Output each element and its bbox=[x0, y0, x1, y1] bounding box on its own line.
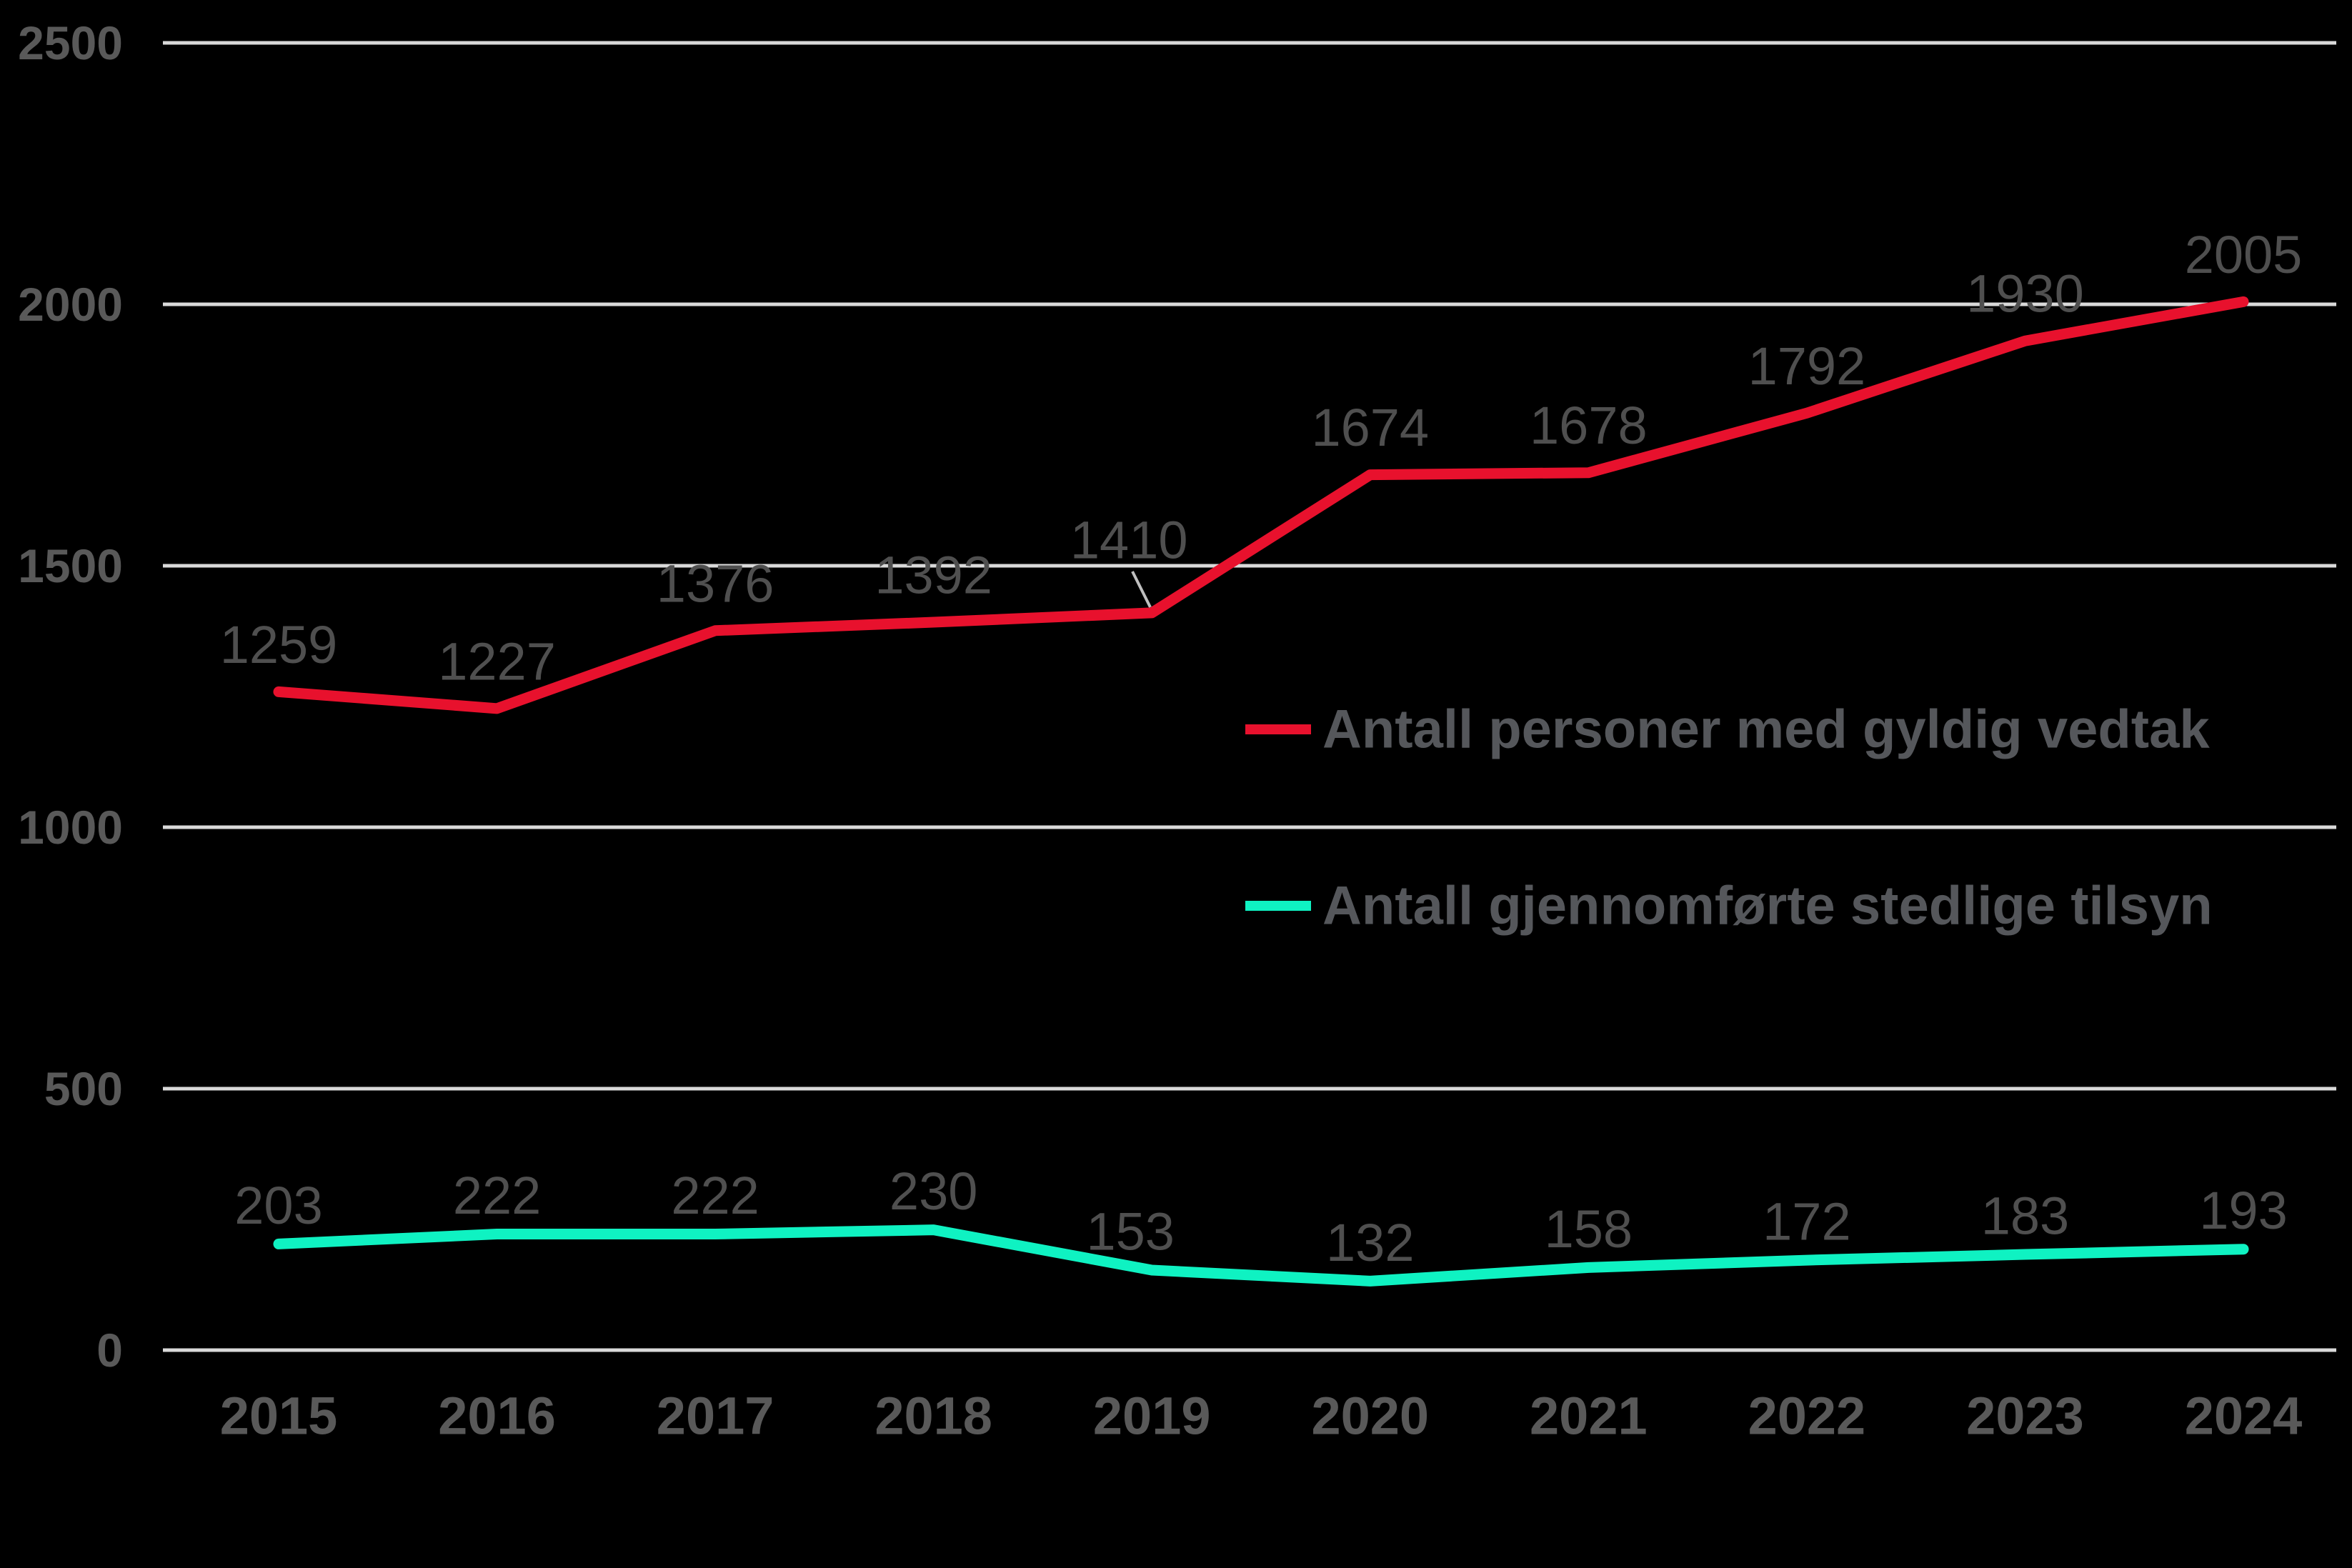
leader-line-1410 bbox=[1131, 571, 1152, 608]
x-tick-label-2023: 2023 bbox=[1966, 1387, 2084, 1446]
x-tick-label-2018: 2018 bbox=[874, 1387, 992, 1446]
x-tick-label-2024: 2024 bbox=[2185, 1387, 2303, 1446]
data-label-tilsyn-2017: 222 bbox=[671, 1166, 759, 1225]
x-tick-label-2019: 2019 bbox=[1093, 1387, 1211, 1446]
y-tick-label-1500: 1500 bbox=[18, 539, 123, 592]
data-label-tilsyn-2024: 193 bbox=[2199, 1181, 2287, 1240]
legend-label-tilsyn: Antall gjennomførte stedlige tilsyn bbox=[1322, 876, 2213, 937]
x-tick-label-2016: 2016 bbox=[438, 1387, 556, 1446]
data-label-tilsyn-2015: 203 bbox=[234, 1176, 322, 1235]
y-tick-label-2500: 2500 bbox=[18, 16, 123, 69]
y-tick-label-2000: 2000 bbox=[18, 278, 123, 331]
legend-label-vedtak: Antall personer med gyldig vedtak bbox=[1322, 699, 2210, 760]
x-tick-label-2022: 2022 bbox=[1748, 1387, 1866, 1446]
y-tick-label-0: 0 bbox=[96, 1324, 123, 1377]
legend-item-tilsyn: Antall gjennomførte stedlige tilsyn bbox=[1245, 876, 2213, 937]
data-label-tilsyn-2016: 222 bbox=[453, 1166, 541, 1225]
x-tick-label-2015: 2015 bbox=[220, 1387, 338, 1446]
data-label-vedtak-2020: 1674 bbox=[1311, 398, 1429, 457]
data-label-vedtak-2017: 1376 bbox=[657, 554, 774, 613]
data-label-vedtak-2021: 1678 bbox=[1530, 396, 1648, 455]
data-label-vedtak-2019: 1410 bbox=[1070, 510, 1188, 569]
data-label-vedtak-2024: 2005 bbox=[2185, 225, 2303, 284]
data-label-tilsyn-2020: 132 bbox=[1326, 1213, 1414, 1272]
data-label-vedtak-2023: 1930 bbox=[1966, 264, 2084, 324]
data-label-tilsyn-2021: 158 bbox=[1545, 1199, 1633, 1259]
data-label-tilsyn-2019: 153 bbox=[1086, 1202, 1174, 1262]
legend-item-vedtak: Antall personer med gyldig vedtak bbox=[1245, 699, 2210, 760]
y-tick-label-1000: 1000 bbox=[18, 801, 123, 854]
data-label-tilsyn-2022: 172 bbox=[1763, 1192, 1850, 1252]
data-label-tilsyn-2018: 230 bbox=[890, 1162, 977, 1221]
x-tick-label-2021: 2021 bbox=[1530, 1387, 1648, 1446]
x-tick-label-2017: 2017 bbox=[657, 1387, 774, 1446]
y-tick-label-500: 500 bbox=[44, 1062, 123, 1115]
data-label-vedtak-2015: 1259 bbox=[220, 615, 338, 674]
data-label-vedtak-2022: 1792 bbox=[1748, 336, 1866, 396]
data-label-vedtak-2016: 1227 bbox=[438, 631, 556, 691]
data-label-tilsyn-2023: 183 bbox=[1981, 1187, 2069, 1246]
series-line-tilsyn bbox=[273, 1224, 2249, 1287]
series-line-vedtak bbox=[273, 296, 2249, 714]
x-tick-label-2020: 2020 bbox=[1311, 1387, 1429, 1446]
data-label-vedtak-2018: 1392 bbox=[874, 546, 992, 605]
